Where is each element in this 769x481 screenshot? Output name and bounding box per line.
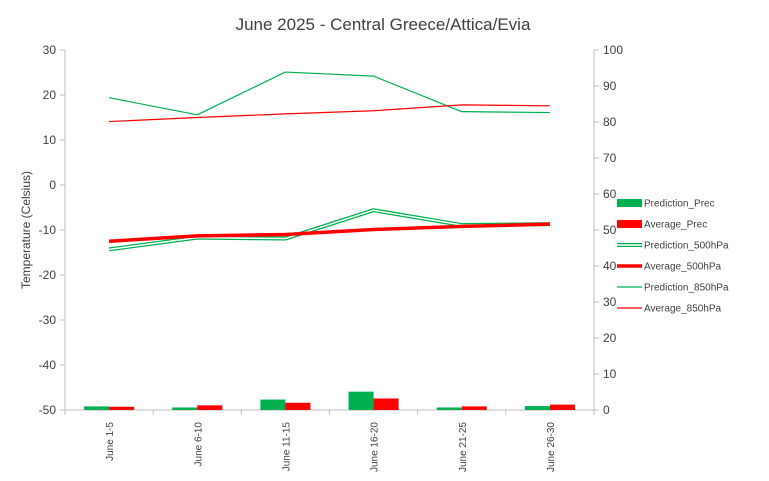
legend-prediction-500hpa: Prediction_500hPa — [617, 241, 729, 252]
chart-title: June 2025 - Central Greece/Attica/Evia — [236, 15, 531, 34]
legend-average-850hpa: Average_850hPa — [617, 304, 722, 315]
y2-tick-label: 30 — [603, 295, 617, 309]
line-average-850hpa — [109, 104, 550, 123]
y-tick-label: -10 — [39, 223, 57, 237]
legend: Prediction_Prec Average_Prec Prediction_50… — [617, 199, 729, 315]
y2-tick-label: 50 — [603, 223, 617, 237]
bar-average-prec — [197, 405, 223, 410]
y2-tick-label: 90 — [603, 79, 617, 93]
x-tick-label: June 11-15 — [281, 422, 292, 472]
y2-tick-label: 10 — [603, 367, 617, 381]
y-tick-label: 0 — [49, 178, 56, 192]
y2-tick-label: 0 — [603, 403, 610, 417]
legend-prediction-prec-label: Prediction_Prec — [644, 199, 715, 210]
y2-tick-label: 60 — [603, 187, 617, 201]
legend-prediction-prec-swatch — [617, 199, 642, 207]
legend-average-500hpa-label: Average_500hPa — [644, 262, 722, 273]
bar-prediction-prec — [524, 406, 550, 410]
bar-average-prec — [461, 406, 487, 410]
legend-average-850hpa-label: Average_850hPa — [644, 304, 722, 315]
y-axis-title: Temperature (Celsius) — [19, 171, 33, 289]
y-tick-label: 20 — [43, 88, 57, 102]
y-tick-label: -40 — [39, 358, 57, 372]
bar-prediction-prec — [436, 407, 462, 410]
legend-prediction-500hpa-label: Prediction_500hPa — [644, 241, 729, 252]
legend-prediction-850hpa: Prediction_850hPa — [617, 283, 729, 294]
legend-prediction-850hpa-label: Prediction_850hPa — [644, 283, 729, 294]
bar-average-prec — [373, 398, 399, 410]
y-tick-label: 10 — [43, 133, 57, 147]
legend-average-prec-label: Average_Prec — [644, 220, 707, 231]
line-average-500hpa — [108, 222, 550, 243]
bar-prediction-prec — [260, 399, 286, 410]
y-tick-label: -50 — [39, 403, 57, 417]
y2-tick-label: 40 — [603, 259, 617, 273]
legend-average-prec: Average_Prec — [617, 220, 707, 231]
y2-tick-label: 80 — [603, 115, 617, 129]
legend-average-prec-swatch — [617, 220, 642, 228]
bar-average-prec — [109, 406, 135, 410]
plot-area: 3020100-10-20-30-40-50100908070605040302… — [39, 43, 624, 472]
bar-prediction-prec — [84, 406, 110, 410]
x-tick-label: June 21-25 — [458, 422, 469, 472]
x-tick-label: June 1-5 — [105, 422, 116, 461]
y-tick-label: 30 — [43, 43, 57, 57]
x-tick-label: June 26-30 — [546, 422, 557, 472]
legend-average-500hpa: Average_500hPa — [617, 262, 722, 273]
x-tick-label: June 6-10 — [193, 422, 204, 467]
y-tick-label: -30 — [39, 313, 57, 327]
bar-average-prec — [285, 402, 311, 410]
y2-tick-label: 100 — [603, 43, 623, 57]
y-tick-label: -20 — [39, 268, 57, 282]
y2-tick-label: 20 — [603, 331, 617, 345]
y2-tick-label: 70 — [603, 151, 617, 165]
bar-prediction-prec — [172, 407, 198, 410]
legend-prediction-prec: Prediction_Prec — [617, 199, 715, 210]
x-tick-label: June 16-20 — [370, 422, 381, 472]
bar-prediction-prec — [348, 391, 374, 410]
line-prediction-850hpa — [108, 71, 550, 116]
bar-average-prec — [549, 404, 575, 410]
